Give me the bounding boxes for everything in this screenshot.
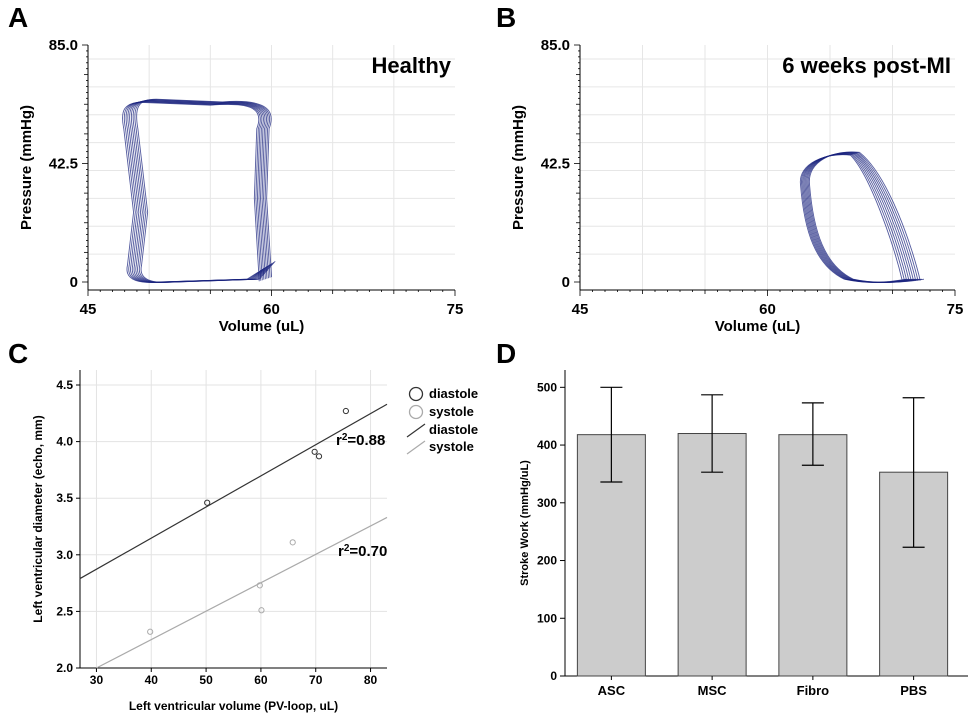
y-tick-label: 2.0 [56, 661, 73, 675]
panel-d-label: D [496, 338, 517, 369]
y-axis-label: Pressure (mmHg) [510, 105, 527, 230]
bar-chart-d: 0 100 200 300 400 500 Stroke Work (mmHg/uL) ASC… [519, 370, 968, 698]
y-tick-label: 4.5 [56, 378, 73, 392]
y-tick-label: 85.0 [49, 37, 78, 54]
data-point-systole [147, 628, 154, 635]
data-point-diastole [204, 499, 211, 506]
pv-loop-trace [132, 99, 273, 283]
y-tick-label: 300 [537, 496, 557, 510]
data-point-systole [289, 539, 296, 546]
x-tick-label: 60 [263, 301, 280, 318]
pv-loop-trace [809, 151, 925, 283]
y-tick-label: 100 [537, 611, 557, 625]
data-point-diastole [315, 453, 323, 460]
legend-marker [408, 386, 424, 402]
y-tick-label: 85.0 [541, 37, 570, 54]
y-tick-label: 400 [537, 438, 557, 452]
fit-line-diastole [79, 403, 388, 580]
x-axis-label: Volume (uL) [715, 318, 801, 335]
legend-entry: systole [429, 404, 474, 419]
pv-chart-a: 45 60 75 0 42.5 85.0 Volume (uL) Pressure (mmHg… [18, 37, 463, 335]
x-tick-label: 75 [947, 301, 964, 318]
y-axis-label: Stroke Work (mmHg/uL) [519, 460, 531, 586]
y-tick-label: 4.0 [56, 435, 73, 449]
y-tick-label: 42.5 [541, 156, 570, 173]
x-tick-label: 70 [309, 673, 323, 687]
panel-c-label: C [8, 338, 29, 369]
chart-title: Healthy [372, 53, 452, 78]
category-label: Fibro [797, 683, 830, 698]
bar-Fibro [778, 434, 848, 677]
y-tick-label: 0 [562, 274, 570, 291]
legend-entry: diastole [429, 422, 478, 437]
y-tick-label: 3.0 [56, 548, 73, 562]
y-tick-label: 3.5 [56, 491, 73, 505]
y-tick-label: 2.5 [56, 604, 73, 618]
y-axis-label: Pressure (mmHg) [18, 105, 35, 230]
bar-MSC [677, 433, 747, 677]
fit-line-systole [96, 516, 388, 669]
y-tick-label: 200 [537, 554, 557, 568]
data-point-diastole [311, 448, 318, 455]
x-axis-label: Left ventricular volume (PV-loop, uL) [129, 699, 338, 713]
x-tick-label: 60 [759, 301, 776, 318]
x-tick-label: 75 [447, 301, 464, 318]
y-tick-label: 500 [537, 380, 557, 394]
x-tick-label: 45 [80, 301, 97, 318]
panel-a-label: A [8, 2, 29, 33]
pv-loop-trace [800, 154, 907, 283]
x-tick-label: 80 [364, 673, 378, 687]
category-label: PBS [900, 683, 927, 698]
pv-loop-trace [803, 153, 913, 283]
pv-loop-trace [804, 152, 916, 283]
data-point-systole [258, 607, 265, 614]
category-label: MSC [698, 683, 728, 698]
scatter-chart-c: 30 40 50 60 70 80 2.0 2.5 3.0 3.5 4.0 4.5 Left ventr… [31, 370, 478, 713]
chart-title: 6 weeks post-MI [782, 53, 951, 78]
x-axis-label: Volume (uL) [219, 318, 305, 335]
pv-loop-trace [125, 101, 267, 283]
data-point-diastole [342, 407, 349, 415]
r2-label-diastole: r2=0.88 [336, 432, 385, 450]
x-tick-label: 50 [199, 673, 213, 687]
y-tick-label: 42.5 [49, 156, 78, 173]
legend: diastole systole diastole systole [406, 386, 478, 455]
category-label: ASC [598, 683, 626, 698]
pv-loop-trace [802, 153, 911, 283]
legend-line [406, 440, 426, 455]
y-tick-label: 0 [70, 274, 78, 291]
x-tick-label: 60 [254, 673, 268, 687]
pv-loop-trace [130, 99, 271, 283]
pv-loop-trace [136, 98, 276, 283]
legend-entry: diastole [429, 386, 478, 401]
r2-label-systole: r2=0.70 [338, 543, 387, 561]
legend-marker [408, 404, 424, 420]
pv-loop-trace [134, 99, 275, 283]
pv-loop-trace [129, 100, 270, 283]
x-tick-label: 40 [145, 673, 159, 687]
legend-entry: systole [429, 439, 474, 454]
pv-chart-b: 45 60 75 0 42.5 85.0 Volume (uL) Pressure (mmHg… [510, 37, 963, 335]
pv-loop-trace [805, 152, 918, 283]
panel-b-label: B [496, 2, 517, 33]
y-tick-label: 0 [550, 669, 557, 683]
x-tick-label: 45 [572, 301, 589, 318]
legend-line [406, 423, 426, 438]
x-tick-label: 30 [90, 673, 104, 687]
data-point-systole [256, 582, 263, 589]
y-axis-label: Left ventricular diameter (echo, mm) [31, 415, 45, 622]
